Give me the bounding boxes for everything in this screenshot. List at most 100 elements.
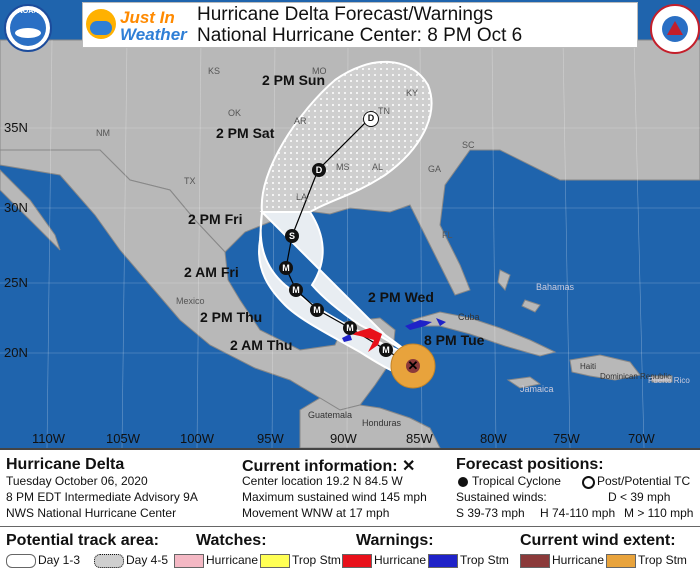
hurricane-warning-label: Hurricane <box>374 553 427 567</box>
tropical-cyclone-label: Tropical Cyclone <box>472 474 561 488</box>
forecast-marker: D <box>363 111 379 127</box>
forecast-label: 2 PM Thu <box>200 309 263 325</box>
state-label: TX <box>184 176 196 186</box>
lat-label: 25N <box>4 275 28 290</box>
header-title-line-2: National Hurricane Center: 8 PM Oct 6 <box>197 25 523 46</box>
brand-line-1: Just In <box>120 8 175 27</box>
state-label: SC <box>462 140 475 150</box>
country-label: Guatemala <box>308 410 353 420</box>
lon-label: 100W <box>180 431 214 446</box>
lon-label: 90W <box>330 431 357 446</box>
state-label: LA <box>296 192 308 202</box>
trop-stm-extent-label: Trop Stm <box>638 553 687 567</box>
trop-stm-extent-swatch <box>606 554 636 568</box>
state-label: MO <box>312 66 327 76</box>
country-label: Honduras <box>362 418 402 428</box>
state-label: KS <box>208 66 221 76</box>
s-wind: S 39-73 mph <box>456 506 525 520</box>
land-hispaniola <box>569 354 641 381</box>
m-wind: M > 110 mph <box>624 506 694 520</box>
forecast-map: 35N 30N 25N 20N 110W 105W 100W 95W 90W 8… <box>0 0 700 448</box>
state-label: KY <box>406 88 419 98</box>
track-area-title: Potential track area: <box>6 532 159 549</box>
day-4-5-label: Day 4-5 <box>126 553 169 567</box>
country-label: Cuba <box>458 312 480 322</box>
forecast-label: 2 PM Sun <box>262 72 326 88</box>
state-label: NM <box>96 128 110 138</box>
country-label: Puerto Rico <box>648 376 690 385</box>
land-baja <box>0 169 61 251</box>
day-4-5-swatch <box>94 554 124 568</box>
lat-label: 30N <box>4 200 28 215</box>
country-label: Haiti <box>580 362 597 371</box>
hurricane-watch-swatch <box>174 554 204 568</box>
forecast-marker: M <box>310 303 324 317</box>
land-puerto-rico <box>651 375 673 383</box>
gull-icon <box>15 28 41 38</box>
storm-name: Hurricane Delta <box>6 456 125 473</box>
land-central-america <box>299 397 441 448</box>
forecast-marker: M <box>279 261 293 275</box>
forecast-marker: S <box>285 229 299 243</box>
forecast-label: 2 PM Sat <box>216 125 275 141</box>
lon-label: 70W <box>628 431 655 446</box>
brand-logo: Just In Weather <box>86 7 194 44</box>
current-symbol: ✕ <box>402 458 416 475</box>
country-label: Dominican Republic <box>600 372 672 381</box>
forecast-marker: M <box>289 283 303 297</box>
wind-extent-title: Current wind extent: <box>520 532 676 549</box>
tropical-cyclone-icon <box>458 477 468 487</box>
trop-stm-warning-cuba <box>405 318 446 330</box>
state-label: OK <box>228 108 242 118</box>
nws-logo <box>650 4 700 54</box>
hurricane-watch-label: Hurricane <box>206 553 259 567</box>
forecast-label: 2 AM Thu <box>230 337 293 353</box>
warnings-title: Warnings: <box>356 532 434 549</box>
day-1-3-label: Day 1-3 <box>38 553 81 567</box>
noaa-logo: NOAA <box>4 4 52 52</box>
d-wind: D < 39 mph <box>608 490 671 504</box>
trop-stm-warning-label: Trop Stm <box>460 553 509 567</box>
current-info-title: Current information: ✕ <box>242 458 416 475</box>
post-tc-icon <box>582 476 595 489</box>
land-jamaica <box>506 376 542 389</box>
lon-label: 105W <box>106 431 140 446</box>
watches-title: Watches: <box>196 532 267 549</box>
hurricane-warning-swatch <box>342 554 372 568</box>
header-banner: Just In Weather Hurricane Delta Forecast… <box>82 2 638 48</box>
h-wind: H 74-110 mph <box>540 506 616 520</box>
country-label: Jamaica <box>520 384 554 394</box>
post-tc-label: Post/Potential TC <box>597 474 691 488</box>
legend-divider <box>0 526 700 527</box>
movement: Movement WNW at 17 mph <box>242 506 390 520</box>
legend-panel: Hurricane Delta Tuesday October 06, 2020… <box>0 448 700 573</box>
state-label: AR <box>294 116 307 126</box>
header-title: Hurricane Delta Forecast/Warnings Nation… <box>197 4 522 46</box>
state-label: TN <box>378 106 390 116</box>
lon-label: 95W <box>257 431 284 446</box>
noaa-logo-text: NOAA <box>17 8 39 15</box>
sustained-winds-label: Sustained winds: <box>456 490 547 504</box>
country-label: Mexico <box>176 296 205 306</box>
advisory-number: 8 PM EDT Intermediate Advisory 9A <box>6 490 198 504</box>
state-label: AL <box>372 162 384 172</box>
land-bahamas <box>497 269 541 313</box>
forecast-marker: D <box>312 163 326 177</box>
hurricane-extent-label: Hurricane <box>552 553 605 567</box>
flag-icon <box>667 21 683 35</box>
forecast-label: 8 PM Tue <box>424 332 485 348</box>
max-wind: Maximum sustained wind 145 mph <box>242 490 427 504</box>
current-position-marker: ✕ <box>406 358 420 373</box>
trop-stm-warning-swatch <box>428 554 458 568</box>
land-cuba <box>411 311 557 357</box>
country-label: Bahamas <box>536 282 575 292</box>
forecast-positions-title: Forecast positions: <box>456 456 604 473</box>
state-label: GA <box>428 164 442 174</box>
lon-label: 110W <box>32 431 65 446</box>
cloud-icon <box>90 21 112 35</box>
hurricane-extent-swatch <box>520 554 550 568</box>
header-title-line-1: Hurricane Delta Forecast/Warnings <box>197 4 494 25</box>
center-location: Center location 19.2 N 84.5 W <box>242 474 403 488</box>
state-label: FL <box>442 230 453 240</box>
forecast-label: 2 PM Wed <box>368 289 434 305</box>
